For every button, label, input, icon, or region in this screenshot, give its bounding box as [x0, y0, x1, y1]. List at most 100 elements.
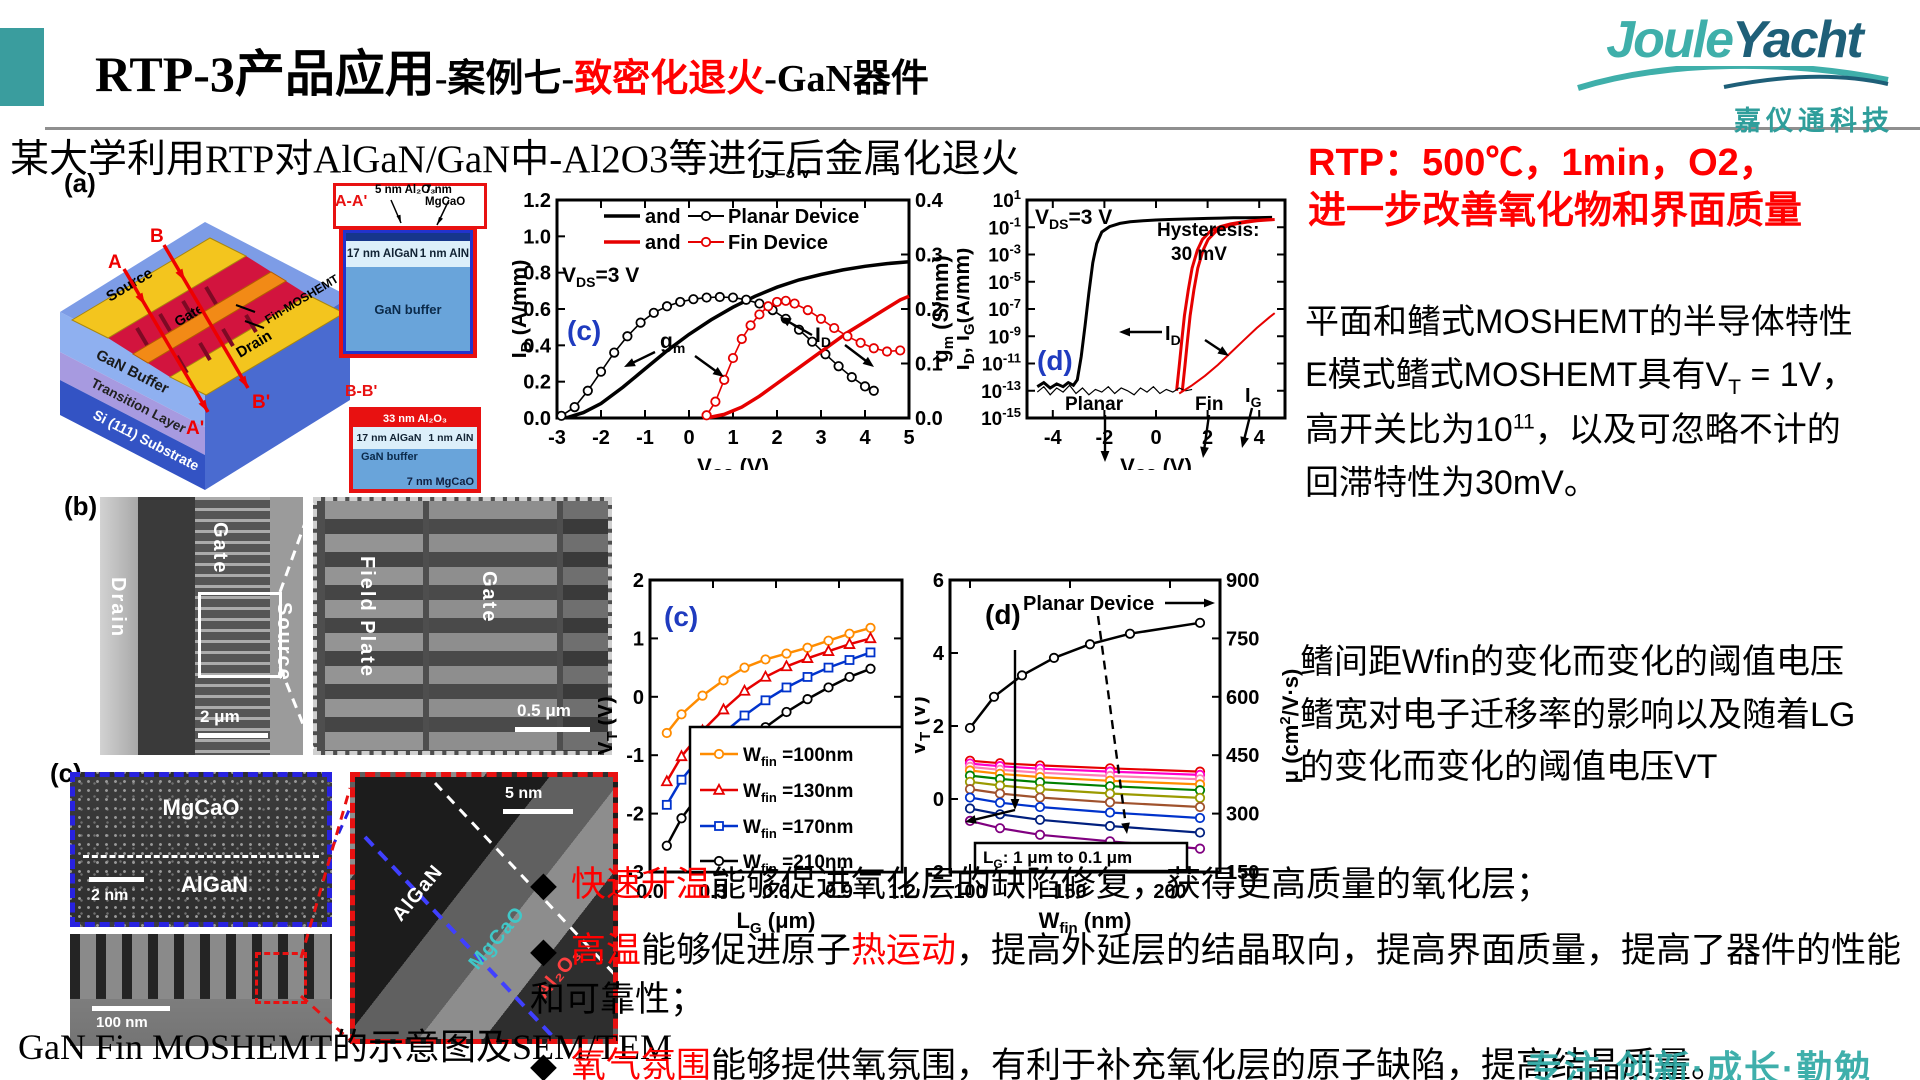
svg-text:-2: -2 [626, 804, 644, 826]
title-main: RTP-3产品应用 [95, 46, 435, 102]
svg-text:(d): (d) [1037, 345, 1073, 376]
svg-text:gm: gm [660, 330, 685, 356]
sem-fieldplate-label: Field Plate [356, 556, 378, 679]
svg-text:(c): (c) [567, 315, 601, 346]
svg-text:VGS (V): VGS (V) [1120, 454, 1192, 470]
svg-text:0.0: 0.0 [636, 881, 664, 903]
svg-text:1: 1 [727, 427, 738, 449]
bullet-1: ◆ 快速升温能够促进氧化层的缺陷修复，获得更高质量的氧化层； [530, 860, 1920, 910]
svg-text:30 mV: 30 mV [1171, 244, 1227, 265]
svg-text:900: 900 [1226, 570, 1259, 592]
tem-scale-2nm: 2 nm [91, 887, 129, 904]
tem-algan-label: AlGaN [180, 872, 249, 897]
svg-text:200: 200 [1153, 881, 1186, 903]
aa-oxide-strip [346, 233, 470, 241]
aa-tag: A-A' [335, 193, 368, 210]
svg-text:0.4: 0.4 [523, 335, 552, 357]
svg-text:Fin: Fin [1195, 394, 1224, 415]
chart-vt-mu-vs-wfin: 100 150 200 Wfin (nm) 6 4 2 0 -2 VT (V) 900 750 600 4… [905, 558, 1315, 953]
svg-text:10-1: 10-1 [988, 214, 1021, 239]
sem-gate-label: Gate [209, 522, 231, 575]
accent-block [0, 28, 44, 106]
page-title: RTP-3产品应用-案例七-致密化退火-GaN器件 [95, 34, 929, 106]
svg-text:6: 6 [933, 570, 944, 592]
tem-highres: 5 nm AlGaN MgCaO Al₂O₃ [350, 772, 618, 1044]
svg-text:LG (μm): LG (μm) [737, 908, 816, 937]
svg-text:2: 2 [1202, 427, 1213, 449]
svg-text:4: 4 [1254, 427, 1266, 449]
cross-section-aa: A-A' 5 nm Al₂O₃ 7 nm MgCaO 17 nm AlGaN 1… [333, 183, 487, 361]
figure-b-tag: (b) [64, 491, 98, 521]
sem-zoomed: Field Plate Gate 0.5 μm [313, 497, 612, 755]
sem-drain-region [100, 497, 138, 755]
sem-scale-05um: 0.5 μm [517, 701, 571, 720]
svg-text:and: and [645, 206, 681, 228]
svg-text:3: 3 [815, 427, 826, 449]
svg-text:Hysteresis:: Hysteresis: [1157, 220, 1259, 241]
bullet-2-text: 高温能够促进原子热运动，提高外延层的结晶取向，提高界面质量，提高了器件的性能和可… [530, 930, 1901, 1020]
svg-text:450: 450 [1226, 745, 1259, 767]
result-paragraph-1: 平面和鳍式MOSHEMT的半导体特性 E模式鳍式MOSHEMT具有VT = 1V，… [1305, 303, 1856, 502]
svg-text:and: and [645, 232, 681, 254]
rtp-condition-text: RTP：500℃，1min，O2， 进一步改善氧化物和界面质量 [1308, 140, 1802, 235]
svg-text:LG: 1 μm to 0.1 μm: LG: 1 μm to 0.1 μm [983, 848, 1132, 871]
svg-text:10-9: 10-9 [988, 323, 1021, 348]
bb-aln: 1 nm AlN [428, 432, 474, 444]
svg-text:0: 0 [683, 427, 694, 449]
svg-text:2: 2 [933, 716, 944, 738]
svg-text:Fin Device: Fin Device [728, 232, 828, 254]
svg-text:150: 150 [1226, 862, 1259, 884]
label-section-A2: A' [186, 418, 204, 439]
bb-buffer: GaN buffer [361, 451, 418, 463]
logo-word1: Joule [1606, 11, 1734, 69]
svg-text:4: 4 [933, 643, 945, 665]
svg-text:ID: ID [1165, 323, 1181, 348]
figure-a-schematic: (a) Source Drain Gate Fin-MOSHEMT [50, 162, 370, 497]
title-mid: -案例七- [434, 58, 575, 100]
chart-vt-vs-lg: 0.0 0.3 0.6 0.9 1.2 LG (μm) 2 1 0 -1 -2 -3 VT (V) (c)… [592, 558, 928, 953]
svg-text:Wfin =170nm: Wfin =170nm [743, 817, 853, 841]
svg-text:-2: -2 [592, 427, 610, 449]
svg-text:Wfin =100nm: Wfin =100nm [743, 745, 853, 769]
svg-text:0.2: 0.2 [915, 299, 943, 321]
tem-zoom-box [255, 952, 307, 1004]
sem-gate2-label: Gate [478, 571, 500, 624]
conclusion-bullets: ◆ 快速升温能够促进氧化层的缺陷修复，获得更高质量的氧化层； ◆ 高温能够促进原子热… [530, 860, 1920, 1080]
svg-text:Wfin =210nm: Wfin =210nm [743, 852, 853, 876]
aa-arrows [390, 199, 450, 226]
svg-text:VDS=3 V: VDS=3 V [1035, 206, 1112, 232]
title-tail: -GaN器件 [764, 58, 929, 100]
bullet-2: ◆ 高温能够促进原子热运动，提高外延层的结晶取向，提高界面质量，提高了器件的性能和… [530, 926, 1920, 1025]
svg-text:ID, IG(A/mm): ID, IG(A/mm) [957, 248, 978, 371]
svg-text:5: 5 [903, 427, 914, 449]
svg-text:Planar Device: Planar Device [728, 206, 859, 228]
svg-text:0.3: 0.3 [699, 881, 727, 903]
label-section-A: A [108, 252, 122, 273]
aa-stack: 17 nm AlGaN 1 nm AlN GaN buffer [339, 226, 477, 358]
bb-al2o3: 33 nm Al₂O₃ [353, 411, 477, 427]
svg-text:VT (V): VT (V) [598, 696, 621, 755]
figure-b-sem: (b) Drain Gate Source 2 μm Field Plate G… [62, 487, 622, 759]
sem-overview: Drain Gate Source 2 μm [100, 497, 303, 755]
svg-text:0.9: 0.9 [825, 881, 853, 903]
svg-text:10-3: 10-3 [988, 242, 1021, 267]
svg-text:0.1: 0.1 [915, 354, 943, 376]
svg-text:300: 300 [1226, 804, 1259, 826]
svg-text:(c): (c) [664, 601, 698, 632]
svg-text:ID: ID [815, 324, 831, 350]
chart-transfer-linear: -3 -2 -1 0 1 2 3 4 5 VGS (V) 0.0 0.2 0.4 0.6 0.8 1.0 1.2… [506, 163, 957, 483]
svg-text:2: 2 [771, 427, 782, 449]
cross-section-bb: B-B' 33 nm Al₂O₃ 17 nm AlGaN 1 nm AlN Ga… [345, 383, 485, 495]
rtp-condition-line2: 进一步改善氧化物和界面质量 [1308, 189, 1803, 232]
svg-text:10-13: 10-13 [981, 378, 1021, 403]
aa-algan: 17 nm AlGaN [346, 248, 418, 260]
tem-interface: MgCaO AlGaN 2 nm [70, 772, 332, 927]
svg-text:Wfin =130nm: Wfin =130nm [743, 781, 853, 805]
bb-stack: 33 nm Al₂O₃ 17 nm AlGaN 1 nm AlN GaN buf… [349, 407, 481, 493]
svg-text:IG: IG [1245, 385, 1262, 410]
figure-a-tag: (a) [64, 168, 96, 198]
result-paragraph-2: 鳍间距Wfin的变化而变化的阈值电压 鳍宽对电子迁移率的影响以及随着LG 的变化而变… [1300, 643, 1856, 787]
svg-text:Planar Device: Planar Device [1023, 593, 1154, 615]
svg-text:VGS (V): VGS (V) [697, 454, 769, 470]
svg-text:10-5: 10-5 [988, 269, 1021, 294]
